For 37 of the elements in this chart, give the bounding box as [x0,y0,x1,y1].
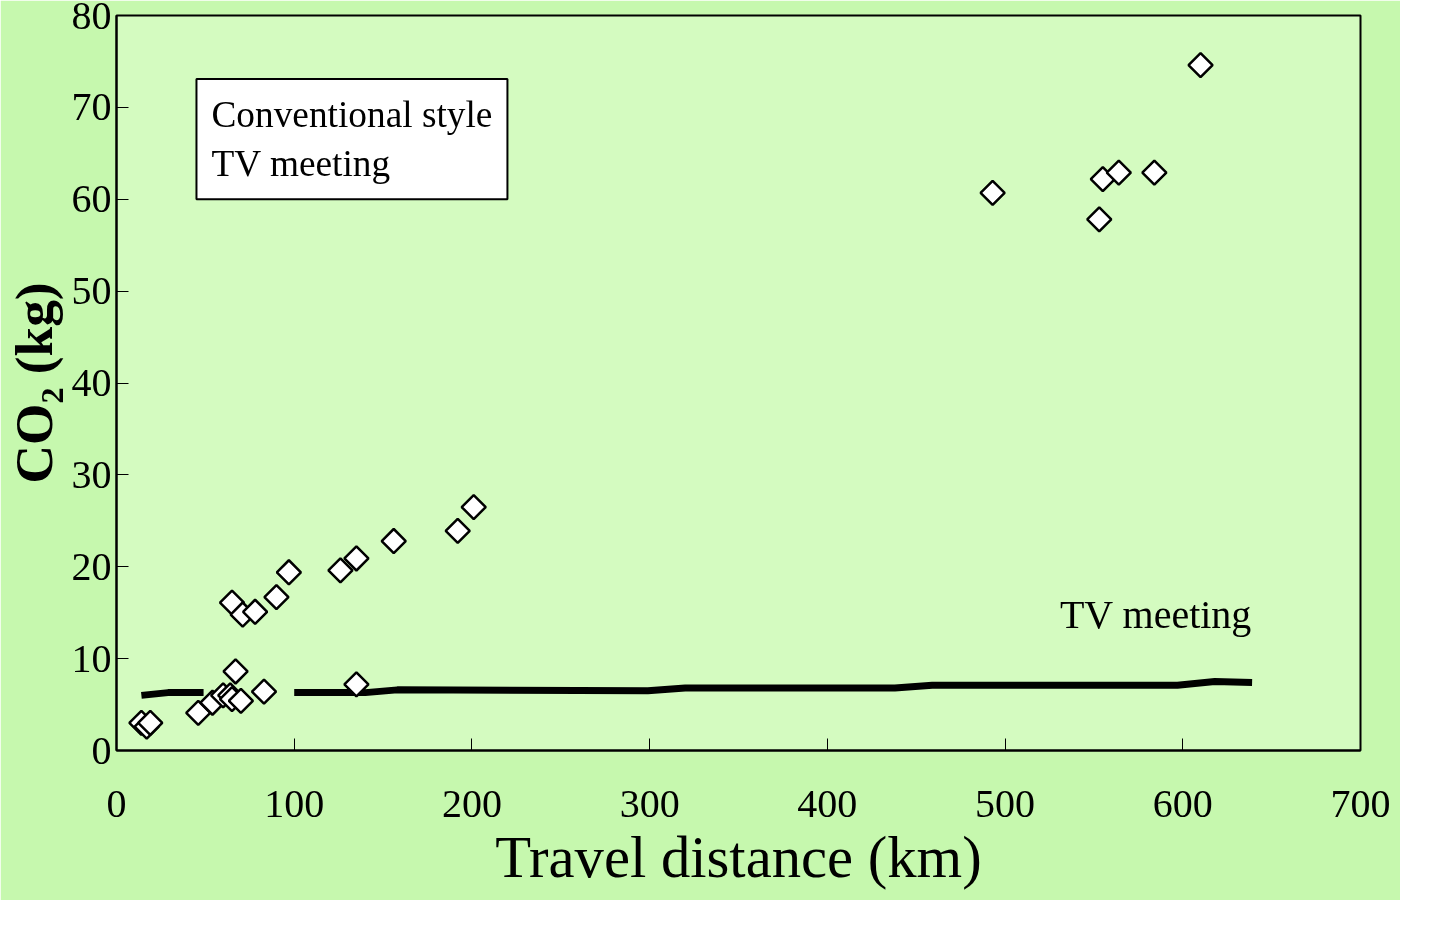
text: Conventional style TV meeting [211,94,493,185]
point [343,545,370,572]
y-tick-label: 30 [71,451,112,497]
point [1105,159,1133,186]
y-tick-label: 70 [71,84,112,130]
x-tick-label: 500 [975,780,1036,826]
y-axis-title: CO₂ (kg) [3,282,64,484]
y-tick-label: 50 [71,268,112,314]
point [263,583,290,611]
point [343,671,370,698]
point [241,598,269,626]
series-label: TV meeting [1059,591,1252,637]
x-tick-label: 700 [1330,780,1391,826]
point [979,179,1006,207]
x-tick-label: 300 [619,780,680,826]
y-tick-label: 10 [71,635,112,681]
x-axis-title: Travel distance (km) [495,824,982,890]
point [227,687,255,715]
x-tick-label: 200 [441,780,502,826]
y-tick-label: 60 [71,176,112,222]
point [327,557,354,584]
point [1141,159,1168,186]
y-tick-label: 80 [71,0,112,38]
x-tick-label: 400 [797,780,858,826]
x-tick-label: 100 [264,780,325,826]
point [1187,51,1214,79]
point [1085,206,1113,233]
y-tick-label: 40 [71,360,112,405]
point [275,558,303,586]
y-tick-label: 0 [91,727,112,773]
y-tick-label: 20 [71,543,112,589]
point [380,527,408,555]
point [444,517,471,545]
point [460,493,487,521]
point [222,658,249,685]
x-tick-label: 600 [1152,780,1213,826]
point [250,678,278,705]
